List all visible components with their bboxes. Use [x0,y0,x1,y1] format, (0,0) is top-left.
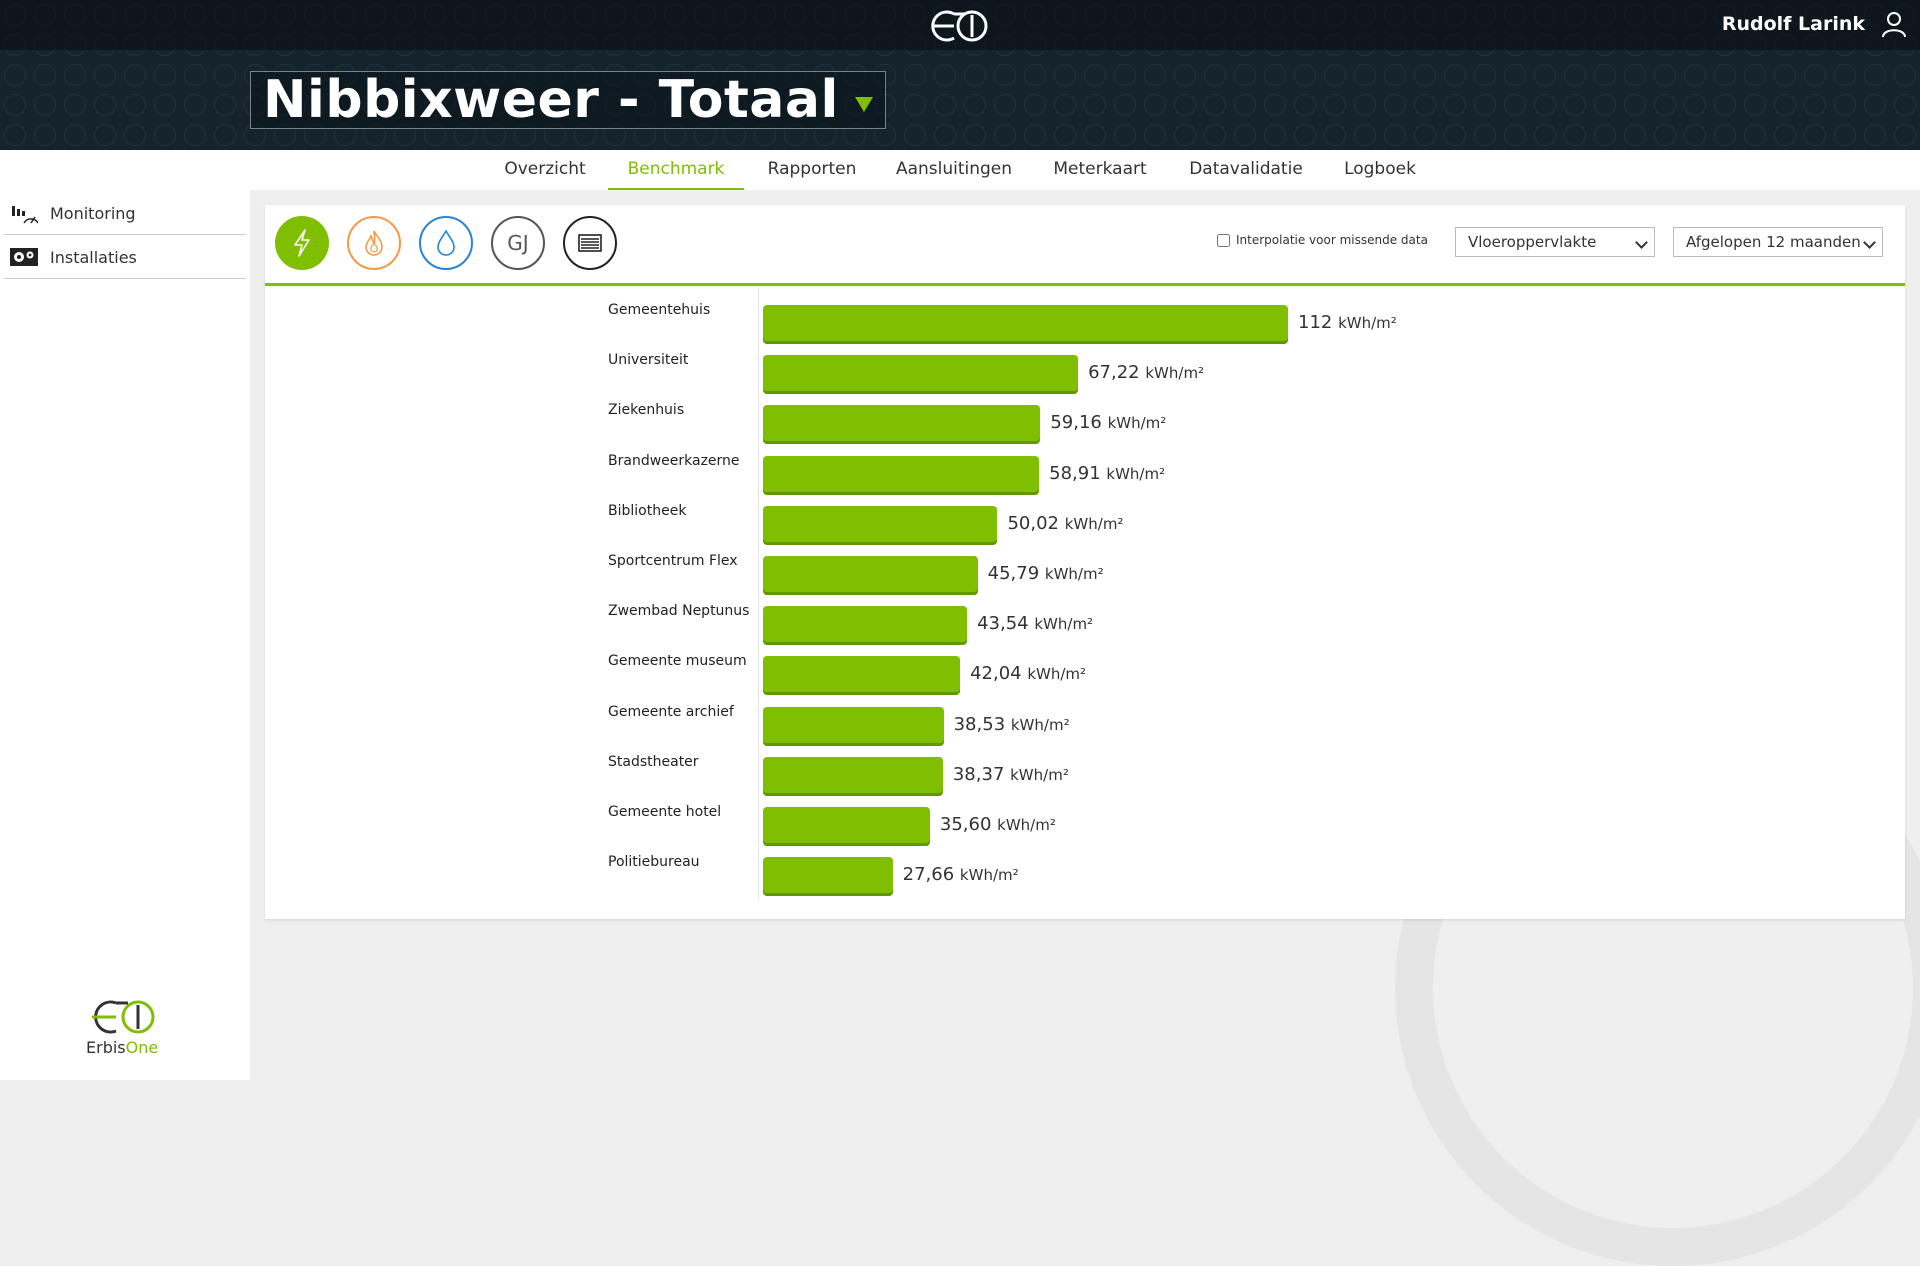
bar-value: 38,37 kWh/m² [952,763,1069,785]
bar[interactable] [763,656,961,693]
chart-axis [758,288,759,902]
top-bar [0,0,1920,50]
gas-button[interactable] [347,216,401,270]
erbisone-logo-icon [92,1000,155,1034]
bar-label: Gemeente hotel [608,804,722,820]
header: Rudolf Larink Nibbixweer - Totaal [0,0,1920,150]
brand-name-part: Erbis [86,1038,126,1057]
tab-datavalidatie[interactable]: Datavalidatie [1189,159,1303,179]
bar-value: 27,66 kWh/m² [902,864,1019,886]
bar-label: Zwembad Neptunus [608,603,750,620]
lightning-icon [294,229,310,257]
tab-meterkaart[interactable]: Meterkaart [1053,159,1147,179]
bar-label: Stadstheater [608,753,699,770]
bar-value: 35,60 kWh/m² [939,814,1056,835]
gears-icon [10,248,38,266]
period-select[interactable]: Afgelopen 12 maanden [1673,227,1883,257]
tab-logboek[interactable]: Logboek [1344,159,1416,179]
bar-label: Brandweerkazerne [608,452,740,469]
tab-bar: Overzicht Benchmark Rapporten Aansluitin… [250,150,1920,190]
tab-aansluitingen[interactable]: Aansluitingen [895,159,1013,179]
bar[interactable] [763,857,893,894]
bar-label: Bibliotheek [608,502,687,519]
bar-label: Universiteit [608,352,689,369]
user-name[interactable]: Rudolf Larink [1721,13,1865,35]
tab-rapporten[interactable]: Rapporten [767,159,857,179]
water-button[interactable] [419,216,473,270]
electricity-button[interactable] [275,216,329,270]
bar-chart-icon [12,206,38,224]
benchmark-panel: GJ Interpolatie voor missende data Vloer… [265,205,1905,919]
period-select-value: Afgelopen 12 maanden [1686,233,1861,251]
heat-gj-button[interactable]: GJ [491,216,545,270]
basis-select[interactable]: Vloeroppervlakte [1455,227,1655,257]
bar-value: 58,91 kWh/m² [1049,462,1166,484]
bar[interactable] [763,505,998,542]
interpolation-checkbox[interactable] [1217,233,1230,247]
brand-name: ErbisOne [86,1038,158,1057]
benchmark-chart: Gemeentehuis 112 kWh/m² Universiteit 67,22 … [265,205,1905,919]
total-button[interactable] [563,216,617,270]
bar-value: 59,16 kWh/m² [1050,412,1167,434]
tab-overzicht[interactable]: Overzicht [504,159,586,179]
bar-label: Gemeentehuis [608,302,711,318]
bar-value: 42,04 kWh/m² [970,663,1087,685]
sidebar-item-monitoring[interactable]: Monitoring [4,192,246,235]
bar-label: Gemeente archief [608,703,734,720]
interpolation-option: Interpolatie voor missende data [1217,233,1428,247]
bar-value: 67,22 kWh/m² [1088,362,1205,384]
sidebar: Monitoring Installaties ErbisOne [0,150,250,1080]
sidebar-item-label: Installaties [50,247,137,267]
site-selector[interactable]: Nibbixweer - Totaal [250,70,886,130]
basis-select-value: Vloeroppervlakte [1468,233,1597,251]
erbisone-logo-icon[interactable] [924,6,996,46]
tab-benchmark[interactable]: Benchmark [608,150,744,190]
list-icon [578,234,602,252]
user-icon[interactable] [1880,10,1908,38]
sidebar-item-installaties[interactable]: Installaties [4,236,246,279]
bar-value: 43,54 kWh/m² [977,613,1094,635]
bar[interactable] [763,807,930,843]
bar[interactable] [763,556,978,592]
bar-value: 50,02 kWh/m² [1007,512,1124,534]
interpolation-label: Interpolatie voor missende data [1236,233,1428,247]
bar[interactable] [763,606,968,643]
bar[interactable] [763,455,1040,492]
bar-label: Ziekenhuis [608,402,685,419]
bar-value: 112 kWh/m² [1298,312,1397,333]
bar[interactable] [763,355,1079,392]
bar-label: Politiebureau [608,854,700,871]
panel-divider [265,283,1905,286]
brand-name-part: One [125,1038,159,1057]
bar-label: Sportcentrum Flex [608,553,738,569]
flame-icon [365,230,383,256]
bar[interactable] [763,706,944,743]
bar[interactable] [763,756,943,793]
page-title: Nibbixweer - Totaal [263,70,839,130]
bar[interactable] [763,405,1041,442]
caret-down-icon[interactable] [854,96,873,112]
bar-label: Gemeente museum [608,653,747,670]
water-drop-icon [437,229,455,256]
bar-value: 38,53 kWh/m² [953,713,1070,735]
bar-value: 45,79 kWh/m² [987,563,1104,584]
bar[interactable] [763,305,1288,341]
sidebar-item-label: Monitoring [50,203,136,223]
